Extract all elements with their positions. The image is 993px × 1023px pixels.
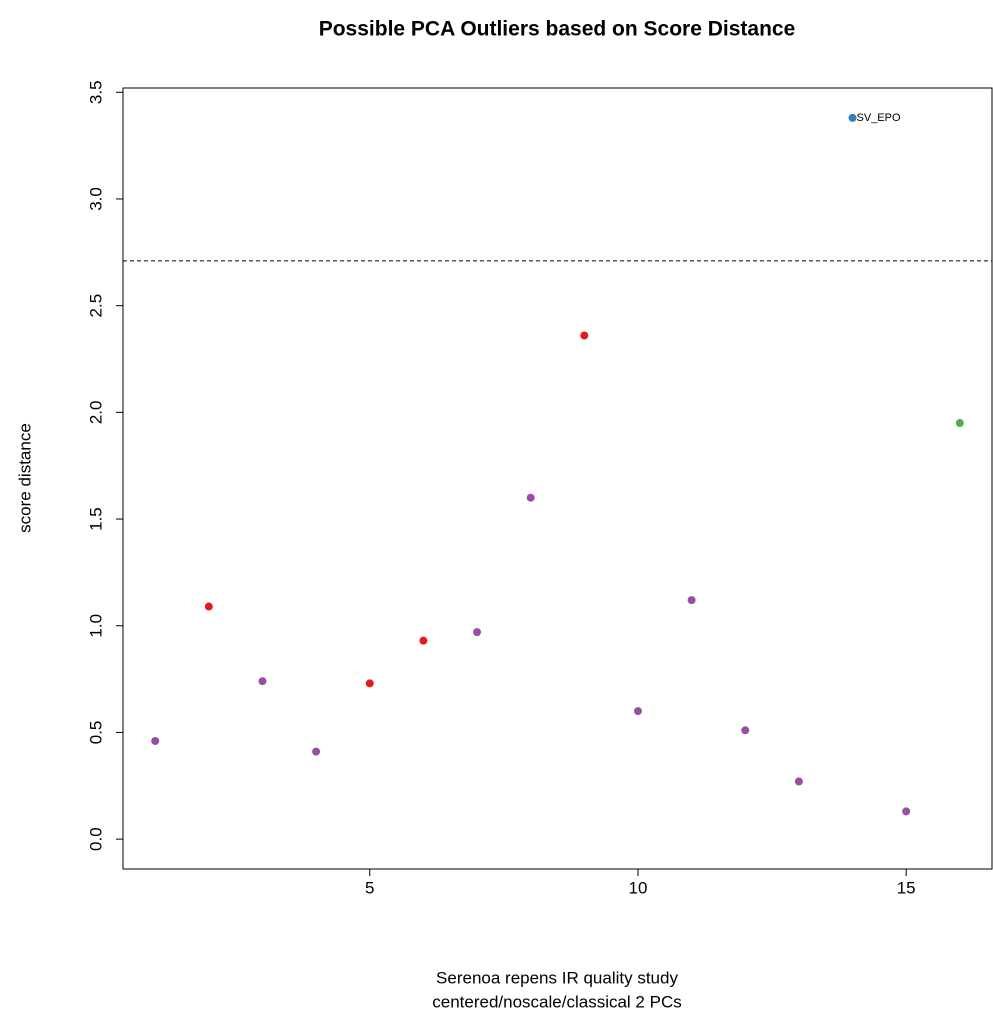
x-axis-label: Serenoa repens IR quality study — [436, 968, 678, 987]
point — [526, 493, 535, 502]
point — [741, 726, 750, 735]
point — [151, 736, 160, 745]
point — [848, 113, 857, 122]
point — [794, 777, 803, 786]
point — [365, 679, 374, 688]
y-tick-label: 2.0 — [86, 401, 105, 425]
point-label: SV_EPO — [857, 112, 901, 124]
point — [580, 331, 589, 340]
chart-title: Possible PCA Outliers based on Score Dis… — [319, 18, 796, 41]
point — [419, 636, 428, 645]
point — [258, 677, 267, 686]
y-tick-label: 2.5 — [86, 294, 105, 318]
y-tick-label: 0.5 — [86, 721, 105, 745]
y-axis-label: score distance — [15, 423, 34, 533]
point — [204, 602, 213, 611]
point — [473, 628, 482, 637]
y-tick-label: 3.5 — [86, 80, 105, 104]
x-axis-label: centered/noscale/classical 2 PCs — [432, 992, 681, 1011]
x-tick-label: 10 — [629, 878, 648, 897]
point — [633, 707, 642, 716]
y-tick-label: 3.0 — [86, 187, 105, 211]
x-tick-label: 15 — [897, 878, 916, 897]
y-tick-label: 0.0 — [86, 827, 105, 851]
y-tick-label: 1.5 — [86, 507, 105, 531]
point — [955, 419, 964, 428]
y-tick-label: 1.0 — [86, 614, 105, 638]
x-tick-label: 5 — [365, 878, 374, 897]
point — [312, 747, 321, 756]
point — [687, 596, 696, 605]
point — [902, 807, 911, 816]
